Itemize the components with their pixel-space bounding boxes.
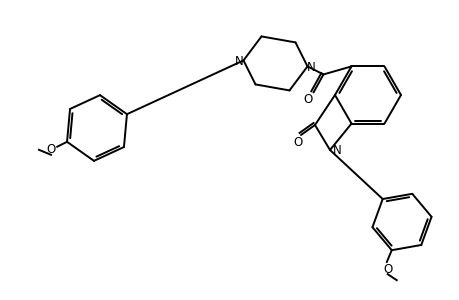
Text: N: N <box>332 145 341 158</box>
Text: O: O <box>46 143 56 156</box>
Text: N: N <box>235 55 243 68</box>
Text: O: O <box>293 136 302 148</box>
Text: O: O <box>303 93 313 106</box>
Text: N: N <box>307 61 315 74</box>
Text: O: O <box>382 263 392 276</box>
